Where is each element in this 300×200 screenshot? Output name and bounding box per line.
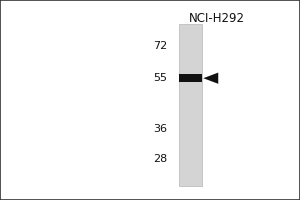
Text: 36: 36 — [153, 124, 167, 134]
Text: 72: 72 — [153, 41, 167, 51]
Bar — [179, 74, 202, 82]
Bar — [179, 24, 202, 186]
Polygon shape — [203, 73, 218, 84]
Text: 28: 28 — [153, 154, 167, 164]
Text: NCI-H292: NCI-H292 — [188, 12, 244, 25]
Text: 55: 55 — [153, 73, 167, 83]
